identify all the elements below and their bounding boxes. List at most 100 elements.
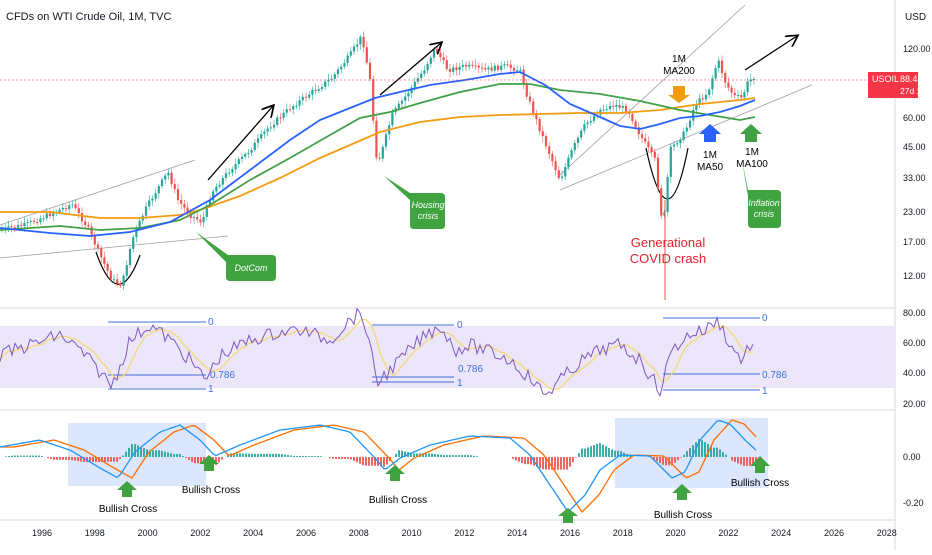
rsi-fib786-label-b: 0.786 bbox=[458, 364, 483, 375]
candle-body-97 bbox=[311, 89, 314, 95]
price-axis[interactable]: 120.00 60.00 45.00 33.00 23.00 17.00 12.00 80.0… bbox=[903, 44, 931, 508]
candle-body-7 bbox=[23, 222, 26, 227]
candle-body-157 bbox=[503, 64, 506, 66]
macd-bar-56 bbox=[167, 452, 169, 457]
rsi-fib1-label-b: 1 bbox=[457, 378, 463, 389]
macd-bar-159 bbox=[476, 456, 478, 457]
macd-bar-242 bbox=[725, 454, 727, 457]
macd-bar-157 bbox=[470, 455, 472, 457]
rsi-fib1-label-c: 1 bbox=[762, 386, 768, 397]
candle-body-51 bbox=[164, 175, 167, 180]
bullish-cross-arrow-2 bbox=[199, 455, 219, 471]
time-tick-14: 2024 bbox=[771, 528, 791, 538]
candle-body-200 bbox=[640, 134, 644, 139]
candle-body-42 bbox=[135, 228, 138, 238]
macd-bar-73 bbox=[218, 457, 220, 463]
candle-body-36 bbox=[116, 279, 119, 284]
macd-bar-246 bbox=[737, 457, 739, 464]
candle-body-185 bbox=[592, 116, 596, 121]
candle-body-156 bbox=[500, 65, 503, 70]
price-tick-1: 60.00 bbox=[903, 113, 926, 123]
candle-body-147 bbox=[471, 64, 474, 66]
candle-body-116 bbox=[372, 79, 375, 121]
candle-body-234 bbox=[749, 79, 752, 82]
macd-bar-36 bbox=[107, 457, 109, 462]
macd-bar-231 bbox=[692, 445, 694, 457]
time-axis[interactable]: 1996 1998 2000 2002 2004 2006 2008 2010 2012 2014… bbox=[32, 528, 897, 538]
candle-body-167 bbox=[535, 113, 538, 120]
macd-bar-229 bbox=[686, 451, 688, 457]
macd-bar-152 bbox=[455, 455, 457, 457]
candle-body-108 bbox=[346, 55, 349, 63]
ma100-up-arrow bbox=[740, 124, 762, 142]
candle-body-171 bbox=[548, 146, 551, 155]
macd-bar-205 bbox=[614, 450, 616, 457]
macd-bar-184 bbox=[551, 457, 553, 470]
currency-label[interactable]: USD bbox=[905, 12, 926, 23]
candle-body-65 bbox=[208, 200, 212, 206]
macd-bar-177 bbox=[530, 457, 532, 465]
candle-body-175 bbox=[560, 176, 564, 178]
macd-bar-86 bbox=[257, 453, 259, 457]
candle-body-193 bbox=[618, 105, 621, 108]
macd-bar-251 bbox=[752, 457, 754, 466]
macd-bar-199 bbox=[596, 443, 598, 457]
price-tick-3: 33.00 bbox=[903, 173, 926, 183]
candle-body-14 bbox=[45, 213, 48, 219]
macd-bar-107 bbox=[320, 456, 322, 457]
time-tick-0: 1996 bbox=[32, 528, 52, 538]
macd-bar-27 bbox=[80, 457, 82, 462]
macd-bar-48 bbox=[143, 448, 145, 457]
macd-bar-59 bbox=[176, 454, 178, 457]
candle-body-145 bbox=[464, 64, 468, 67]
candle-body-84 bbox=[269, 127, 272, 129]
macd-bar-148 bbox=[443, 455, 445, 457]
macd-bar-6 bbox=[17, 455, 19, 457]
macd-bar-40 bbox=[119, 457, 121, 460]
candle-body-89 bbox=[285, 109, 288, 113]
candle-body-85 bbox=[272, 124, 276, 128]
macd-bar-49 bbox=[146, 449, 148, 457]
macd-bar-119 bbox=[356, 457, 358, 463]
candle-body-197 bbox=[631, 113, 634, 122]
candle-body-115 bbox=[368, 62, 372, 80]
macd-bar-249 bbox=[746, 457, 748, 466]
macd-bar-55 bbox=[164, 451, 166, 457]
candle-body-148 bbox=[474, 65, 477, 67]
macd-bar-175 bbox=[524, 457, 526, 465]
macd-bar-96 bbox=[287, 455, 289, 457]
candle-body-63 bbox=[202, 216, 205, 223]
candle-body-214 bbox=[685, 127, 688, 132]
macd-bar-237 bbox=[710, 445, 712, 457]
macd-bar-226 bbox=[677, 457, 679, 461]
candle-body-180 bbox=[576, 137, 580, 143]
trend-arrow-2002 bbox=[207, 106, 273, 181]
candle-body-164 bbox=[525, 84, 528, 97]
candle-body-8 bbox=[26, 221, 29, 223]
candle-body-93 bbox=[298, 100, 301, 106]
candle-body-131 bbox=[420, 73, 423, 79]
price-tick-0: 120.00 bbox=[903, 44, 931, 54]
macd-bar-193 bbox=[578, 453, 580, 457]
ma100-label: 1M MA100 bbox=[736, 147, 768, 170]
macd-bar-239 bbox=[716, 447, 718, 457]
macd-bar-67 bbox=[200, 457, 202, 464]
macd-bar-63 bbox=[188, 457, 190, 460]
candle-body-75 bbox=[240, 156, 244, 160]
candle-body-54 bbox=[173, 184, 176, 190]
macd-bar-236 bbox=[707, 443, 709, 457]
macd-bar-235 bbox=[704, 442, 706, 457]
macd-bar-97 bbox=[290, 455, 292, 457]
macd-bar-176 bbox=[527, 457, 529, 465]
candle-body-112 bbox=[359, 36, 362, 45]
candle-body-201 bbox=[644, 138, 647, 142]
macd-bar-185 bbox=[554, 457, 556, 470]
macd-bar-78 bbox=[233, 453, 235, 457]
macd-bar-58 bbox=[173, 454, 175, 457]
candle-body-69 bbox=[221, 177, 224, 185]
candle-body-189 bbox=[605, 109, 608, 111]
macd-bar-173 bbox=[518, 457, 520, 462]
macd-bar-180 bbox=[539, 457, 541, 469]
